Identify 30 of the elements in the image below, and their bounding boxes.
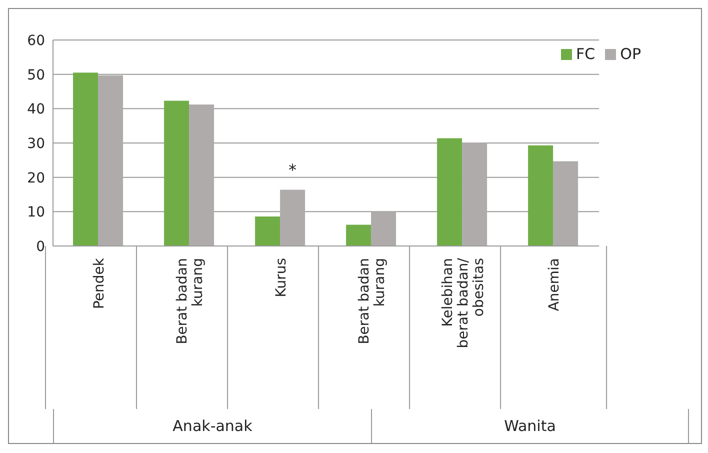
bar	[462, 142, 488, 246]
y-tick-label: 60	[27, 32, 45, 49]
y-tick-label: 40	[27, 102, 45, 118]
bar	[189, 104, 214, 246]
bar	[437, 138, 462, 246]
x-tick-label: Berat badan kurang	[174, 258, 206, 344]
y-tick-label: 0	[36, 238, 45, 255]
y-tick-label: 10	[27, 204, 45, 221]
bar	[73, 72, 98, 246]
x-tick-label: Kelebihan berat badan/ obesitas	[440, 258, 487, 348]
data-label: *	[288, 160, 297, 180]
bar	[346, 224, 372, 246]
bar	[255, 216, 280, 246]
text: Wanita	[371, 409, 689, 443]
y-tick-label: 30	[27, 136, 45, 152]
bar	[371, 212, 396, 246]
bar	[280, 190, 306, 246]
text: Anak-anak	[53, 409, 371, 443]
x-tick-label: Berat badan kurang	[356, 258, 388, 344]
x-tick-label: Anemia	[546, 258, 562, 312]
bar	[98, 75, 124, 246]
bar	[528, 145, 554, 246]
y-tick-label: 50	[27, 67, 45, 84]
legend-label: OP	[620, 45, 641, 63]
legend-label: FC	[576, 45, 596, 63]
x-tick-label: Pendek	[91, 257, 108, 310]
x-tick-label: Kurus	[273, 258, 290, 298]
bar	[164, 100, 190, 246]
y-tick-label: 20	[27, 170, 45, 186]
bar	[553, 161, 578, 246]
